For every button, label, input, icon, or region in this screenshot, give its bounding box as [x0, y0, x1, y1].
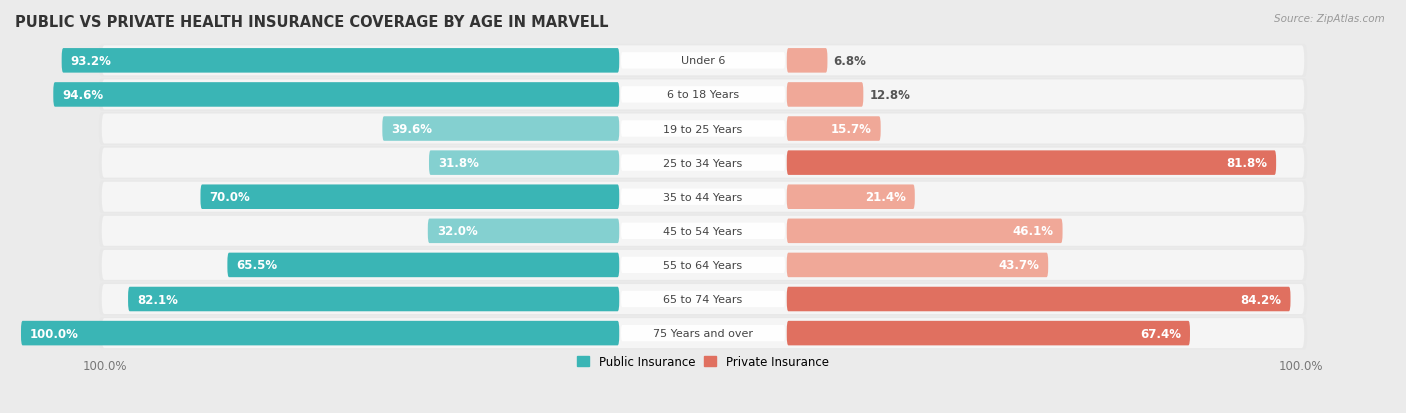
Legend: Public Insurance, Private Insurance: Public Insurance, Private Insurance — [572, 351, 834, 373]
FancyBboxPatch shape — [98, 79, 1308, 112]
FancyBboxPatch shape — [621, 53, 785, 69]
FancyBboxPatch shape — [787, 253, 1049, 278]
FancyBboxPatch shape — [101, 148, 1305, 178]
FancyBboxPatch shape — [621, 155, 785, 171]
FancyBboxPatch shape — [427, 219, 619, 244]
Text: 46.1%: 46.1% — [1012, 225, 1053, 238]
FancyBboxPatch shape — [101, 318, 1305, 348]
FancyBboxPatch shape — [621, 189, 785, 205]
FancyBboxPatch shape — [787, 321, 1189, 346]
FancyBboxPatch shape — [98, 45, 1308, 78]
FancyBboxPatch shape — [98, 113, 1308, 145]
Text: 65 to 74 Years: 65 to 74 Years — [664, 294, 742, 304]
Text: 31.8%: 31.8% — [439, 157, 479, 170]
Text: 70.0%: 70.0% — [209, 191, 250, 204]
Text: Source: ZipAtlas.com: Source: ZipAtlas.com — [1274, 14, 1385, 24]
Text: 21.4%: 21.4% — [865, 191, 905, 204]
FancyBboxPatch shape — [101, 80, 1305, 110]
FancyBboxPatch shape — [621, 223, 785, 240]
FancyBboxPatch shape — [201, 185, 619, 209]
Text: 19 to 25 Years: 19 to 25 Years — [664, 124, 742, 134]
FancyBboxPatch shape — [621, 257, 785, 273]
Text: 6 to 18 Years: 6 to 18 Years — [666, 90, 740, 100]
FancyBboxPatch shape — [98, 249, 1308, 282]
FancyBboxPatch shape — [101, 216, 1305, 246]
FancyBboxPatch shape — [53, 83, 619, 107]
FancyBboxPatch shape — [101, 46, 1305, 76]
FancyBboxPatch shape — [621, 87, 785, 103]
FancyBboxPatch shape — [787, 185, 915, 209]
FancyBboxPatch shape — [382, 117, 619, 142]
FancyBboxPatch shape — [98, 181, 1308, 214]
Text: 39.6%: 39.6% — [391, 123, 432, 136]
FancyBboxPatch shape — [787, 151, 1277, 176]
Text: 45 to 54 Years: 45 to 54 Years — [664, 226, 742, 236]
Text: PUBLIC VS PRIVATE HEALTH INSURANCE COVERAGE BY AGE IN MARVELL: PUBLIC VS PRIVATE HEALTH INSURANCE COVER… — [15, 15, 609, 30]
FancyBboxPatch shape — [62, 49, 619, 74]
FancyBboxPatch shape — [787, 219, 1063, 244]
FancyBboxPatch shape — [21, 321, 619, 346]
Text: 12.8%: 12.8% — [869, 89, 910, 102]
FancyBboxPatch shape — [98, 147, 1308, 180]
Text: 15.7%: 15.7% — [831, 123, 872, 136]
FancyBboxPatch shape — [787, 287, 1291, 311]
Text: 84.2%: 84.2% — [1240, 293, 1281, 306]
Text: 43.7%: 43.7% — [998, 259, 1039, 272]
FancyBboxPatch shape — [101, 114, 1305, 144]
FancyBboxPatch shape — [787, 117, 880, 142]
FancyBboxPatch shape — [621, 291, 785, 307]
Text: 32.0%: 32.0% — [437, 225, 478, 238]
FancyBboxPatch shape — [787, 83, 863, 107]
Text: 94.6%: 94.6% — [62, 89, 104, 102]
Text: 81.8%: 81.8% — [1226, 157, 1267, 170]
Text: 93.2%: 93.2% — [70, 55, 111, 68]
FancyBboxPatch shape — [429, 151, 619, 176]
Text: 35 to 44 Years: 35 to 44 Years — [664, 192, 742, 202]
FancyBboxPatch shape — [101, 250, 1305, 280]
Text: 75 Years and over: 75 Years and over — [652, 328, 754, 338]
FancyBboxPatch shape — [98, 283, 1308, 316]
Text: 65.5%: 65.5% — [236, 259, 277, 272]
Text: 6.8%: 6.8% — [834, 55, 866, 68]
Text: 67.4%: 67.4% — [1140, 327, 1181, 340]
Text: 100.0%: 100.0% — [30, 327, 79, 340]
Text: Under 6: Under 6 — [681, 56, 725, 66]
FancyBboxPatch shape — [101, 182, 1305, 212]
Text: 82.1%: 82.1% — [136, 293, 179, 306]
Text: 25 to 34 Years: 25 to 34 Years — [664, 158, 742, 168]
FancyBboxPatch shape — [228, 253, 619, 278]
FancyBboxPatch shape — [128, 287, 619, 311]
FancyBboxPatch shape — [101, 284, 1305, 314]
FancyBboxPatch shape — [98, 317, 1308, 350]
FancyBboxPatch shape — [621, 325, 785, 342]
Text: 55 to 64 Years: 55 to 64 Years — [664, 260, 742, 270]
FancyBboxPatch shape — [98, 215, 1308, 247]
FancyBboxPatch shape — [787, 49, 828, 74]
FancyBboxPatch shape — [621, 121, 785, 138]
